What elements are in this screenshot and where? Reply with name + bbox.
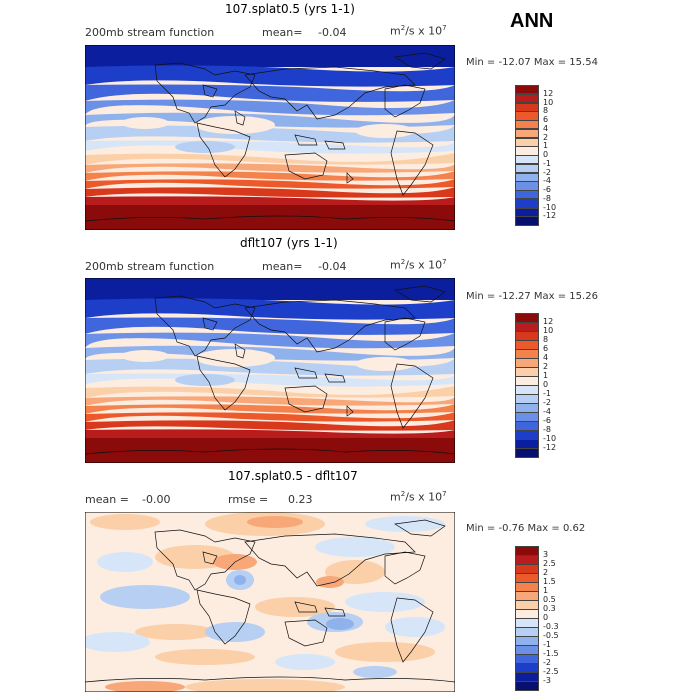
- colorbar-tick-label: -1.5: [543, 649, 559, 658]
- colorbar-tick-label: -12: [543, 211, 557, 221]
- colorbar-tick-label: 2: [543, 568, 549, 577]
- panel-3-rmse-value: 0.23: [288, 493, 313, 506]
- panel-3-colorbar: 3 2.5 2 1.5 1 0.5 0.3 0 -0.3 -0.5 -1 -1.5 -2 -2.5 -3: [515, 546, 559, 691]
- colorbar-tick-label: -10: [543, 434, 557, 443]
- colorbar-tick-label: 0.5: [543, 595, 556, 604]
- colorbar-cell: [515, 137, 539, 147]
- colorbar-cell: [515, 93, 539, 103]
- colorbar-cell: [515, 216, 539, 226]
- colorbar-tick-label: 0: [543, 150, 549, 159]
- colorbar-cell: [515, 85, 539, 95]
- colorbar-tick-label: -8: [543, 425, 551, 434]
- colorbar-tick-label: -2.5: [543, 667, 559, 676]
- colorbar-tick-label: -2: [543, 398, 551, 407]
- colorbar-tick-label: -8: [543, 193, 551, 203]
- colorbar-tick-label: 6: [543, 115, 549, 124]
- colorbar-cell: [515, 198, 539, 208]
- colorbar-tick-label: -3: [543, 676, 551, 685]
- colorbar-tick-label: 2.5: [543, 559, 556, 568]
- colorbar-tick-label: 1.5: [543, 577, 556, 586]
- panel-2-title: dflt107 (yrs 1-1): [240, 236, 338, 250]
- panel-2-mean-label: mean=: [262, 260, 303, 273]
- panel-2-subtitle: 200mb stream function: [85, 260, 215, 273]
- panel-1-units: m2/s x 107: [390, 24, 447, 38]
- panel-3-minmax: Min = -0.76 Max = 0.62: [466, 523, 586, 534]
- colorbar-tick-label: 4: [543, 123, 549, 133]
- panel-2-minmax: Min = -12.27 Max = 15.26: [466, 291, 598, 302]
- colorbar-tick-label: 1: [543, 371, 549, 380]
- colorbar-tick-label: -1: [543, 389, 551, 398]
- colorbar-tick-label: 0: [543, 613, 549, 622]
- colorbar-cell: [515, 111, 539, 121]
- colorbar-tick-label: 1: [543, 586, 549, 595]
- colorbar-tick-label: -12: [543, 443, 557, 452]
- colorbar-tick-label: 3: [543, 550, 549, 559]
- colorbar-tick-label: -1: [543, 158, 551, 168]
- colorbar-tick-label: 2: [543, 362, 549, 371]
- panel-1-minmax: Min = -12.07 Max = 15.54: [466, 57, 598, 68]
- colorbar-tick-label: -10: [543, 202, 557, 212]
- panel-3-rmse-label: rmse =: [228, 493, 269, 506]
- colorbar-tick-label: 12: [543, 88, 554, 98]
- season-label: ANN: [510, 10, 554, 32]
- panel-2-mean-value: -0.04: [318, 260, 347, 273]
- colorbar-tick-label: -4: [543, 407, 551, 416]
- colorbar-cell: [515, 155, 539, 165]
- panel-1-title: 107.splat0.5 (yrs 1-1): [225, 2, 355, 16]
- colorbar-tick-label: -4: [543, 176, 551, 186]
- panel-3-mean-label: mean =: [85, 493, 129, 506]
- colorbar-tick-label: -0.5: [543, 631, 559, 640]
- colorbar-tick-label: -1: [543, 640, 551, 649]
- panel-1-colorbar: 12 10 8 6 4 2 1 0 -1 -2 -4 -6 -8 -10 -12: [515, 85, 556, 226]
- colorbar-tick-label: 10: [543, 97, 554, 107]
- colorbar-tick-label: 6: [543, 344, 549, 353]
- colorbar-tick-label: 12: [543, 317, 554, 326]
- colorbar-cell: [515, 172, 539, 182]
- colorbar-cell: [515, 181, 539, 191]
- colorbar-tick-label: 10: [543, 326, 554, 335]
- colorbar-tick-label: -0.3: [543, 622, 559, 631]
- colorbar-cell: [515, 128, 539, 138]
- colorbar-cell: [515, 163, 539, 173]
- panel-2-colorbar: 12 10 8 6 4 2 1 0 -1 -2 -4 -6 -8 -10 -12: [515, 313, 556, 458]
- panel-3-title: 107.splat0.5 - dflt107: [228, 469, 358, 483]
- panel-2-units: m2/s x 107: [390, 258, 447, 272]
- colorbar-tick-label: 8: [543, 335, 549, 344]
- colorbar-cell: [515, 207, 539, 217]
- panel-1-map: [85, 45, 455, 230]
- colorbar-tick-label: 0: [543, 380, 549, 389]
- panel-1-subtitle: 200mb stream function: [85, 26, 215, 39]
- colorbar-tick-label: 0.3: [543, 604, 556, 613]
- colorbar-tick-label: 2: [543, 132, 549, 142]
- panel-3-map: [85, 512, 455, 692]
- colorbar-tick-label: -2: [543, 167, 551, 177]
- colorbar-cell: [515, 190, 539, 200]
- colorbar-cell: [515, 120, 539, 130]
- colorbar-tick-label: -2: [543, 658, 551, 667]
- colorbar-cell: [515, 448, 539, 458]
- colorbar-cell: [515, 102, 539, 112]
- colorbar-cell: [515, 146, 539, 156]
- panel-1-mean-label: mean=: [262, 26, 303, 39]
- colorbar-tick-label: 4: [543, 353, 549, 362]
- panel-2-map: [85, 278, 455, 463]
- panel-3-mean-value: -0.00: [142, 493, 171, 506]
- panel-1-mean-value: -0.04: [318, 26, 347, 39]
- colorbar-tick-label: 8: [543, 106, 549, 116]
- colorbar-tick-label: -6: [543, 185, 551, 194]
- colorbar-tick-label: 1: [543, 141, 549, 151]
- colorbar-tick-label: -6: [543, 416, 551, 425]
- panel-3-units: m2/s x 107: [390, 490, 447, 504]
- colorbar-cell: [515, 681, 539, 691]
